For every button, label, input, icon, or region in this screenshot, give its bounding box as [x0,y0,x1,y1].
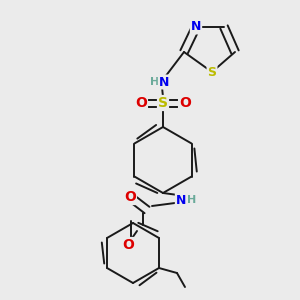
Text: H: H [150,77,160,87]
Text: N: N [176,194,186,206]
Text: O: O [179,96,191,110]
Text: O: O [135,96,147,110]
Text: N: N [159,76,169,88]
Text: H: H [188,195,196,205]
Text: S: S [158,96,168,110]
Text: O: O [124,190,136,204]
Text: S: S [208,65,217,79]
Text: N: N [191,20,201,34]
Text: O: O [122,238,134,252]
